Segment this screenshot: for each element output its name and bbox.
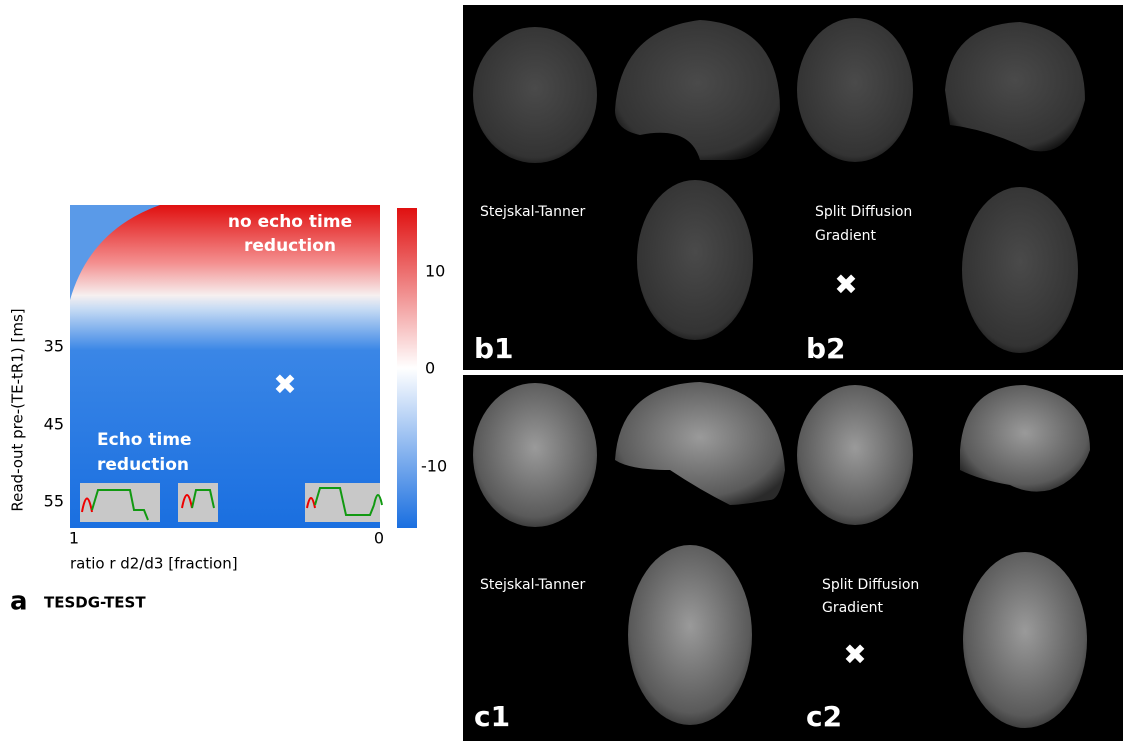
annotation: no echo time	[228, 212, 352, 232]
y-tick-label: 55	[44, 492, 64, 511]
y-tick-label: 35	[44, 337, 64, 356]
y-tick-label: 45	[44, 415, 64, 434]
brain-image	[962, 187, 1078, 353]
caption: Gradient	[815, 228, 876, 244]
brain-image	[628, 545, 752, 725]
panel-subtitle: TESDG-TEST	[44, 594, 146, 612]
panel-label: c2	[806, 700, 842, 733]
brain-image	[963, 552, 1087, 728]
panel-label: c1	[474, 700, 510, 733]
separator	[463, 370, 1123, 375]
annotation: reduction	[97, 455, 189, 475]
pulse-inset	[80, 483, 383, 522]
marker: ✖	[273, 368, 296, 401]
colorbar-tick-label: 0	[425, 359, 435, 378]
y-axis-label: Read-out pre-(TE-tR1) [ms]	[9, 308, 27, 511]
x-tick-label: 1	[69, 529, 79, 548]
brain-image	[615, 382, 785, 505]
colorbar-tick-label: -10	[421, 457, 447, 476]
heatmap-region	[70, 205, 160, 300]
brain-image	[473, 27, 597, 163]
brain-image	[797, 18, 913, 162]
panel-b: Stejskal-Tanner Split Diffusion Gradient…	[473, 18, 1085, 365]
caption: Gradient	[822, 600, 883, 616]
marker: ✖	[843, 638, 866, 671]
brain-image	[615, 20, 780, 160]
brain-image	[637, 180, 753, 340]
colorbar-tick-label: 10	[425, 262, 445, 281]
annotation: Echo time	[97, 430, 192, 450]
caption: Stejskal-Tanner	[480, 577, 585, 593]
brain-image	[797, 385, 913, 525]
x-axis-label: ratio r d2/d3 [fraction]	[70, 555, 238, 573]
caption: Split Diffusion	[822, 577, 919, 593]
caption: Stejskal-Tanner	[480, 204, 585, 220]
heatmap	[70, 205, 380, 528]
panel-label: a	[10, 587, 28, 617]
brain-image	[473, 383, 597, 527]
panel-label: b1	[474, 332, 514, 365]
caption: Split Diffusion	[815, 204, 912, 220]
panel-label: b2	[806, 332, 846, 365]
brain-image	[960, 385, 1090, 492]
colorbar	[397, 208, 417, 528]
brain-image	[945, 22, 1085, 152]
marker: ✖	[834, 268, 857, 301]
panel-c: Stejskal-Tanner Split Diffusion Gradient…	[473, 382, 1090, 733]
panel-a: no echo time reduction Echo time reducti…	[9, 205, 447, 617]
annotation: reduction	[244, 236, 336, 256]
x-tick-label: 0	[374, 529, 384, 548]
